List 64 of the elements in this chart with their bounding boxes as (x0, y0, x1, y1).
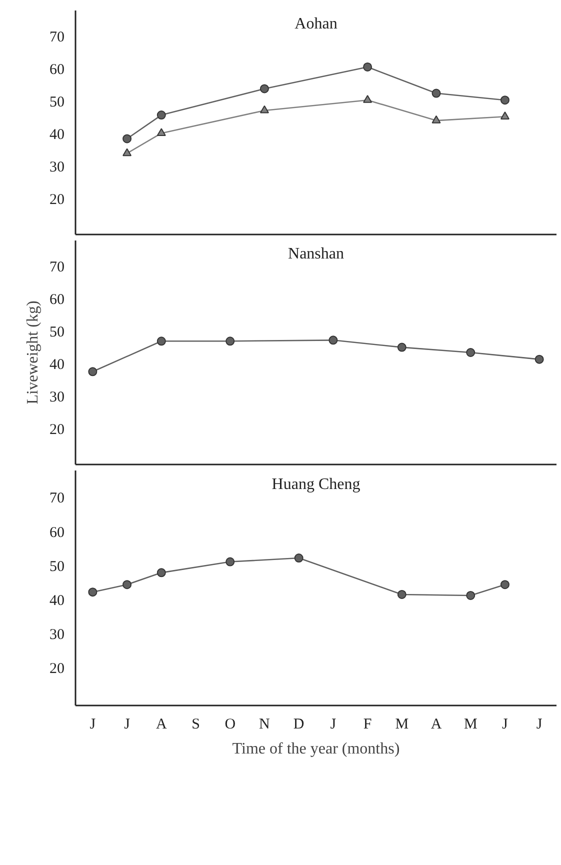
x-tick-label: A (430, 716, 442, 732)
point (328, 336, 338, 345)
x-tick-label: M (464, 716, 478, 732)
chart-title: Huang Cheng (272, 476, 360, 494)
y-tick-label: 60 (50, 524, 64, 541)
x-tick-label: J (502, 716, 508, 732)
point (432, 115, 441, 124)
chart-title: Nanshan (288, 245, 344, 262)
point (226, 557, 235, 566)
y-tick-label: 70 (50, 29, 64, 46)
point (156, 128, 166, 136)
point (156, 110, 166, 120)
point (226, 336, 235, 346)
y-tick-label: 20 (50, 661, 64, 678)
point (156, 568, 166, 578)
y-tick-label: 60 (50, 292, 64, 308)
y-tick-label: 30 (50, 626, 64, 643)
y-axis-title: Liveweight (kg) (24, 300, 42, 404)
y-tick-label: 60 (50, 62, 64, 78)
point (260, 84, 269, 94)
point (122, 580, 132, 590)
point (397, 342, 406, 352)
point (156, 336, 166, 346)
y-tick-label: 20 (50, 192, 64, 208)
y-tick-label: 40 (50, 356, 64, 373)
point (500, 112, 510, 120)
y-tick-label: 30 (50, 389, 64, 406)
x-tick-label: J (124, 716, 130, 732)
x-tick-label: A (156, 716, 167, 732)
y-tick-label: 30 (50, 159, 64, 176)
y-tick-label: 40 (50, 592, 64, 609)
x-tick-label: J (330, 716, 336, 732)
point (500, 580, 510, 590)
x-tick-label: J (536, 716, 542, 732)
x-tick-label: O (224, 716, 236, 732)
chart-title: Aohan (294, 15, 338, 32)
point (260, 105, 269, 114)
x-tick-label: M (395, 716, 409, 732)
point (88, 588, 98, 597)
y-tick-label: 50 (50, 324, 64, 340)
x-tick-label: S (192, 716, 200, 732)
point (363, 94, 372, 103)
y-tick-label: 40 (50, 126, 64, 143)
point (466, 348, 476, 357)
x-tick-label: N (259, 716, 270, 732)
point (534, 354, 544, 364)
y-tick-label: 70 (50, 259, 64, 276)
y-tick-label: 50 (50, 94, 64, 110)
point (88, 367, 98, 376)
point (466, 591, 476, 600)
point (432, 88, 441, 98)
point (500, 96, 510, 105)
point (294, 554, 304, 563)
point (363, 62, 372, 72)
y-tick-label: 50 (50, 558, 64, 575)
y-tick-label: 70 (50, 490, 64, 507)
point (122, 134, 132, 144)
point (122, 148, 132, 156)
x-tick-label: D (293, 716, 304, 732)
x-axis-title: Time of the year (months) (232, 740, 400, 758)
y-tick-label: 20 (50, 422, 64, 438)
point (397, 590, 406, 599)
x-tick-label: F (363, 716, 372, 732)
x-tick-label: J (90, 716, 96, 732)
